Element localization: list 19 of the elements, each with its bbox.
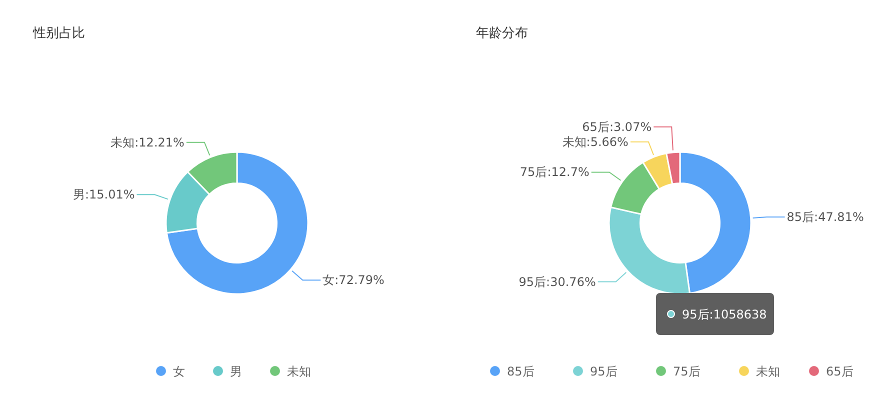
chart-title: 性别占比 bbox=[32, 26, 85, 41]
chart-title: 年龄分布 bbox=[476, 26, 528, 41]
text: 95后:1058638 bbox=[682, 308, 767, 322]
data-label: 95后:30.76% bbox=[518, 274, 596, 289]
data-label: 女:72.79% bbox=[322, 273, 384, 288]
data-label: 75后:12.7% bbox=[520, 165, 590, 180]
legend-label: 75后 bbox=[673, 364, 700, 378]
legend-label: 未知 bbox=[287, 364, 311, 378]
data-label: 未知:12.21% bbox=[110, 135, 184, 150]
legend-label: 男 bbox=[230, 364, 242, 378]
data-label: 65后:3.07% bbox=[582, 120, 652, 134]
legend-label: 女 bbox=[173, 364, 185, 378]
legend-label: 65后 bbox=[826, 364, 854, 378]
legend-label: 95后 bbox=[590, 364, 618, 378]
data-label: 85后:47.81% bbox=[786, 210, 864, 224]
data-label: 男:15.01% bbox=[72, 188, 135, 202]
legend-label: 85后 bbox=[507, 364, 534, 378]
legend-label: 未知 bbox=[756, 364, 780, 378]
data-label: 未知:5.66% bbox=[562, 134, 628, 149]
